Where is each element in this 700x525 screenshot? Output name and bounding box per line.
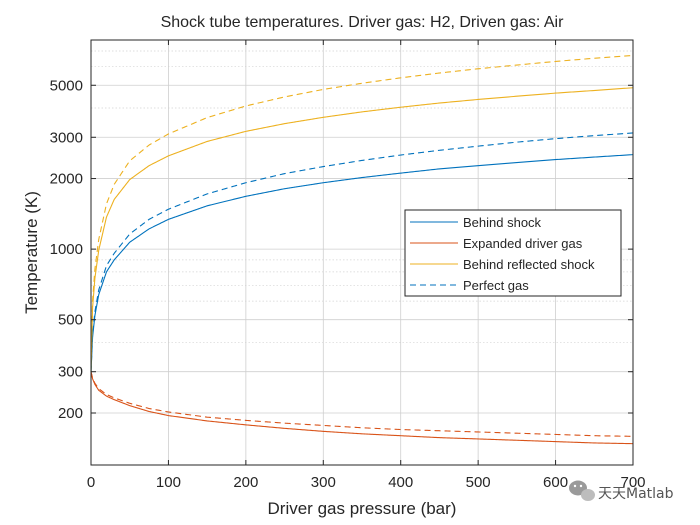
y-axis-label: Temperature (K)	[22, 191, 41, 314]
series-line-5	[90, 371, 634, 437]
legend-label: Behind shock	[463, 215, 542, 230]
y-tick-label: 200	[58, 405, 83, 422]
chart-title: Shock tube temperatures. Driver gas: H2,…	[161, 14, 565, 31]
series-line-2	[90, 371, 634, 445]
legend-items: Behind shock Expanded driver gas Behind re…	[410, 215, 595, 293]
watermark: 天天Matlab	[569, 480, 674, 502]
x-tick-label: 0	[87, 474, 95, 491]
x-tick-label: 400	[388, 474, 413, 491]
plot-border	[90, 39, 634, 466]
watermark-text: 天天Matlab	[598, 486, 674, 502]
y-tick-label: 5000	[50, 77, 83, 94]
legend-label: Expanded driver gas	[463, 236, 583, 251]
series-layer	[90, 54, 634, 445]
wechat-icon	[569, 480, 595, 501]
x-tick-label: 300	[311, 474, 336, 491]
legend-box	[404, 209, 622, 297]
x-tick-label: 100	[156, 474, 181, 491]
x-tick-label: 600	[543, 474, 568, 491]
axis-tick-labels: 0 100 200 300 400 500 600 700 200 300 500 1000 2000 3…	[50, 77, 646, 491]
series-line-6	[90, 54, 634, 372]
y-tick-label: 1000	[50, 241, 83, 258]
legend-label: Perfect gas	[463, 278, 529, 293]
series-line-3	[90, 87, 634, 372]
legend-label: Behind reflected shock	[463, 257, 595, 272]
axis-ticks	[90, 40, 634, 465]
x-tick-label: 200	[233, 474, 258, 491]
x-axis-label: Driver gas pressure (bar)	[268, 499, 457, 518]
series-line-1	[90, 154, 634, 372]
y-tick-label: 300	[58, 364, 83, 381]
y-tick-label: 3000	[50, 129, 83, 146]
legend: Behind shock Expanded driver gas Behind re…	[404, 209, 622, 297]
x-tick-label: 700	[620, 474, 645, 491]
x-tick-label: 500	[466, 474, 491, 491]
y-tick-label: 500	[58, 312, 83, 329]
series-line-4	[90, 132, 634, 372]
y-tick-label: 2000	[50, 171, 83, 188]
